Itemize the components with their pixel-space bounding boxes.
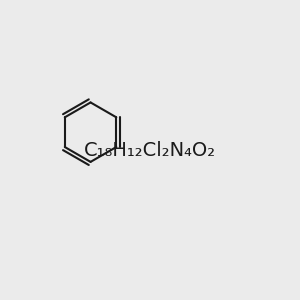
Text: C₁₈H₁₂Cl₂N₄O₂: C₁₈H₁₂Cl₂N₄O₂ [84, 140, 216, 160]
